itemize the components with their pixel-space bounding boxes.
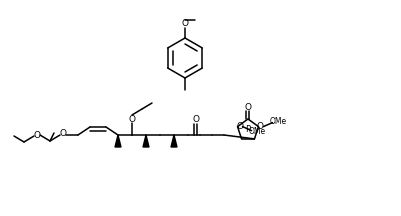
Polygon shape [143,135,149,147]
Text: OMe: OMe [269,117,286,126]
Text: OMe: OMe [248,127,265,136]
Polygon shape [115,135,121,147]
Text: O: O [235,122,243,131]
Text: O: O [59,130,66,138]
Text: O: O [244,103,251,111]
Text: O: O [192,116,199,124]
Text: O: O [33,130,41,140]
Polygon shape [170,135,176,147]
Text: O: O [256,122,263,131]
Text: O: O [181,19,188,29]
Text: O: O [128,114,135,124]
Text: P: P [245,125,250,135]
